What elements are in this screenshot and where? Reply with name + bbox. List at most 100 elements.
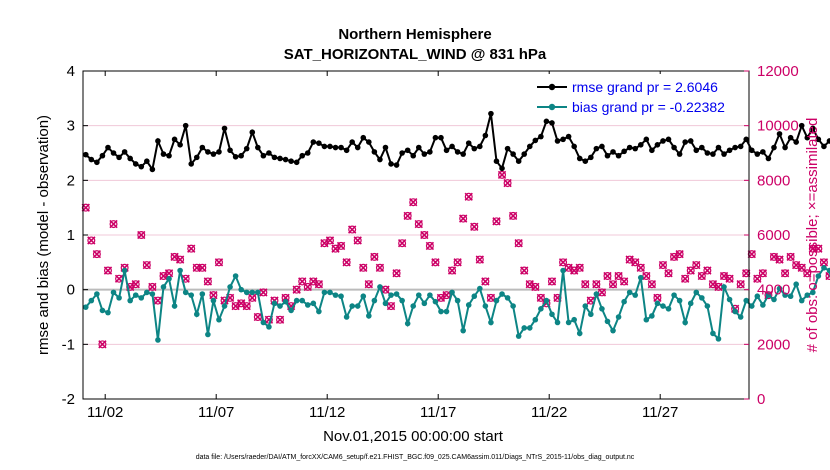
bias-point (371, 297, 378, 304)
rmse-point (299, 152, 306, 159)
obs-possible-point (348, 225, 357, 234)
bias-point (105, 309, 111, 316)
obs-possible-point (514, 239, 523, 248)
obs-possible-point (547, 277, 556, 286)
bias-point (99, 307, 106, 314)
obs-possible-point (658, 261, 667, 270)
rmse-point (399, 150, 405, 156)
rmse-point (454, 149, 461, 155)
rmse-point (493, 158, 500, 164)
y-tick-label: 3 (67, 118, 75, 135)
obs-possible-point (292, 285, 301, 294)
rmse-point (377, 156, 383, 163)
bias-point (465, 302, 472, 308)
rmse-point (482, 132, 489, 139)
bias-point (193, 311, 200, 318)
obs-possible-point (253, 313, 262, 322)
obs-possible-point (387, 302, 396, 311)
rmse-point (643, 136, 650, 143)
rmse-point (637, 142, 644, 148)
bias-point (565, 319, 572, 326)
bias-point (238, 286, 244, 293)
rmse-point (144, 158, 150, 164)
rmse-point (771, 144, 777, 151)
rmse-point (765, 155, 772, 162)
rmse-point (821, 143, 827, 150)
bias-point (732, 308, 738, 315)
obs-possible-point (475, 255, 484, 264)
bias-point (549, 311, 555, 318)
rmse-point (282, 156, 289, 163)
bias-point (821, 265, 827, 271)
obs-possible-point (509, 211, 518, 220)
bias-point (388, 292, 394, 298)
bias-point (260, 319, 267, 326)
bias-point (199, 291, 206, 297)
obs-possible-point (431, 258, 440, 267)
obs-possible-point (559, 258, 568, 267)
bias-point (571, 316, 577, 323)
bias-point (804, 292, 811, 298)
rmse-point (427, 149, 433, 155)
obs-possible-point (148, 282, 157, 291)
obs-possible-point (414, 220, 423, 229)
bias-point (604, 318, 611, 325)
bias-point (521, 325, 528, 331)
bias-point (171, 303, 178, 309)
bias-point (760, 302, 766, 308)
obs-possible-point (103, 266, 112, 275)
obs-possible-point (520, 266, 529, 275)
bias-point (665, 306, 672, 312)
rmse-point (743, 136, 750, 143)
rmse-point (549, 120, 555, 126)
obs-possible-point (187, 244, 196, 253)
obs-possible-point (298, 277, 307, 286)
bias-point (599, 306, 605, 312)
bias-point (132, 292, 139, 298)
obs-possible-point (131, 280, 140, 289)
rmse-point (388, 161, 394, 167)
rmse-point (715, 144, 722, 151)
obs-possible-point (242, 302, 251, 311)
bias-point (443, 308, 450, 315)
bias-point (299, 297, 306, 304)
x-tick-label: 11/17 (420, 404, 456, 421)
rmse-point (238, 152, 244, 159)
rmse-point (221, 125, 228, 132)
obs-possible-point (464, 192, 473, 201)
bias-point (188, 292, 195, 298)
obs-possible-point (109, 220, 118, 229)
bias-point (293, 297, 300, 304)
rmse-point (593, 145, 600, 152)
bias-point (748, 303, 755, 309)
rmse-point (88, 156, 95, 163)
rmse-point (205, 149, 211, 155)
obs-possible-point (453, 258, 462, 267)
bias-point (349, 303, 355, 309)
bias-point (715, 336, 722, 342)
rmse-point (105, 144, 111, 151)
obs-possible-point (725, 274, 734, 283)
rmse-point (316, 140, 322, 146)
rmse-point (188, 161, 195, 167)
bias-point (377, 284, 383, 290)
rmse-point (438, 134, 444, 141)
rmse-point (654, 142, 661, 148)
obs-possible-point (276, 315, 285, 324)
bias-point (266, 324, 272, 330)
y2-axis-label: # of obs: o=possible; ×=assimilated (804, 118, 821, 353)
obs-possible-point (492, 217, 501, 226)
x-tick-label: 11/22 (531, 404, 567, 421)
rmse-point (576, 155, 583, 162)
y-tick-label: -1 (62, 336, 75, 353)
rmse-point (243, 145, 250, 152)
bias-point (543, 297, 550, 304)
obs-possible-point (142, 261, 151, 270)
bias-point (460, 327, 466, 334)
bias-point (177, 267, 183, 274)
bias-point (277, 303, 283, 309)
y-tick-label: 2 (67, 172, 75, 189)
rmse-point (271, 154, 278, 161)
bias-point (249, 289, 256, 296)
